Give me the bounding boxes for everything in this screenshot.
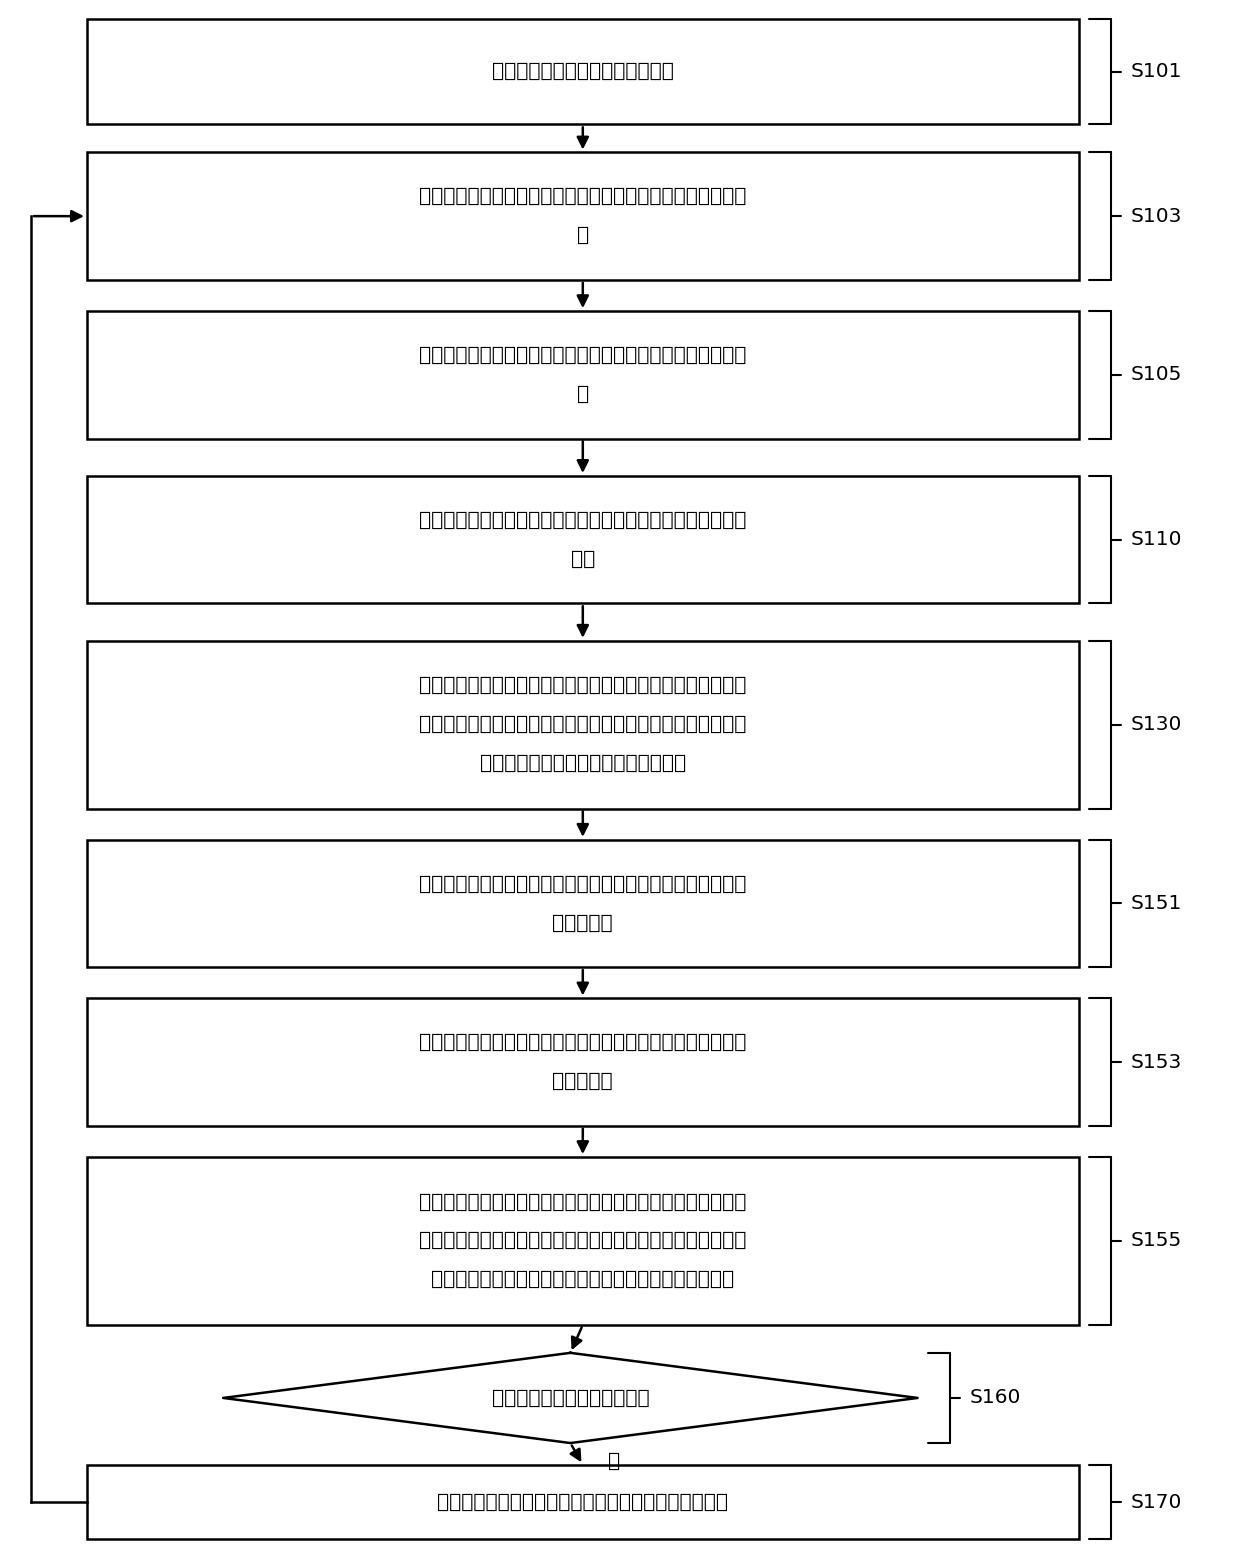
- Text: 截面: 截面: [570, 549, 595, 569]
- Text: 到第一坐标: 到第一坐标: [553, 913, 613, 933]
- Text: S160: S160: [970, 1389, 1021, 1407]
- Text: S105: S105: [1131, 365, 1182, 384]
- Text: 应的对应点重合的平移向量和旋转角度，得到位置偏差值: 应的对应点重合的平移向量和旋转角度，得到位置偏差值: [432, 1270, 734, 1289]
- Text: 位置偏差值是否在预设范围内: 位置偏差值是否在预设范围内: [491, 1389, 650, 1407]
- Text: S130: S130: [1131, 715, 1182, 734]
- Bar: [87, 641, 1079, 809]
- Bar: [87, 476, 1079, 603]
- Text: 第一坐标和第二坐标计算得到对应基准点的、使位置点和相对: 第一坐标和第二坐标计算得到对应基准点的、使位置点和相对: [419, 1232, 746, 1250]
- Text: 读取实际轮廓线上对应特征点的对应点在坐标系中的坐标，得: 读取实际轮廓线上对应特征点的对应点在坐标系中的坐标，得: [419, 1033, 746, 1053]
- Bar: [87, 1157, 1079, 1325]
- Bar: [87, 998, 1079, 1126]
- Polygon shape: [223, 1353, 918, 1443]
- Text: 读取打印轮廓线上对应特征点的位置点在坐标系中的坐标，得: 读取打印轮廓线上对应特征点的位置点在坐标系中的坐标，得: [419, 874, 746, 894]
- Bar: [87, 152, 1079, 280]
- Text: S110: S110: [1131, 530, 1183, 549]
- Text: S151: S151: [1131, 894, 1182, 913]
- Text: 处: 处: [577, 384, 589, 404]
- Text: S170: S170: [1131, 1493, 1182, 1511]
- Text: 调整成型缸基板的位置，使覆盖板的上表面达到预设高度位置: 调整成型缸基板的位置，使覆盖板的上表面达到预设高度位置: [419, 345, 746, 365]
- Text: 根据预加工截面，控制扫描器对预加工截面上的至少包含两个: 根据预加工截面，控制扫描器对预加工截面上的至少包含两个: [419, 676, 746, 695]
- Text: S101: S101: [1131, 62, 1183, 81]
- Bar: [87, 19, 1079, 124]
- Text: 否: 否: [608, 1452, 620, 1471]
- Bar: [87, 311, 1079, 439]
- Text: S155: S155: [1131, 1232, 1182, 1250]
- Text: 获取待加工零件的零件模型在切片软件中当前位置下的预加工: 获取待加工零件的零件模型在切片软件中当前位置下的预加工: [419, 510, 746, 530]
- Text: 根据位置偏差值矫正零件模型在切片软件中的当前位置: 根据位置偏差值矫正零件模型在切片软件中的当前位置: [438, 1493, 728, 1511]
- Bar: [87, 1465, 1079, 1539]
- Text: 将待加工零件固定在成型缸基板上: 将待加工零件固定在成型缸基板上: [492, 62, 673, 81]
- Bar: [87, 840, 1079, 967]
- Text: 点: 点: [577, 225, 589, 246]
- Text: 选取打印轮廓线中的一个位置点为平移和旋转的基准点，根据: 选取打印轮廓线中的一个位置点为平移和旋转的基准点，根据: [419, 1193, 746, 1211]
- Text: 的对应点处的覆盖板上得到打印轮廓线: 的对应点处的覆盖板上得到打印轮廓线: [480, 754, 686, 773]
- Text: 特征点的轮廓线进行扫描，使在覆盖待加工零件上对应特征点: 特征点的轮廓线进行扫描，使在覆盖待加工零件上对应特征点: [419, 715, 746, 734]
- Text: 将覆盖板放置于待加工零件的预加工表面，使覆盖板覆盖对应: 将覆盖板放置于待加工零件的预加工表面，使覆盖板覆盖对应: [419, 187, 746, 207]
- Text: S103: S103: [1131, 207, 1182, 225]
- Text: S153: S153: [1131, 1053, 1182, 1071]
- Text: 到第二坐标: 到第二坐标: [553, 1071, 613, 1092]
